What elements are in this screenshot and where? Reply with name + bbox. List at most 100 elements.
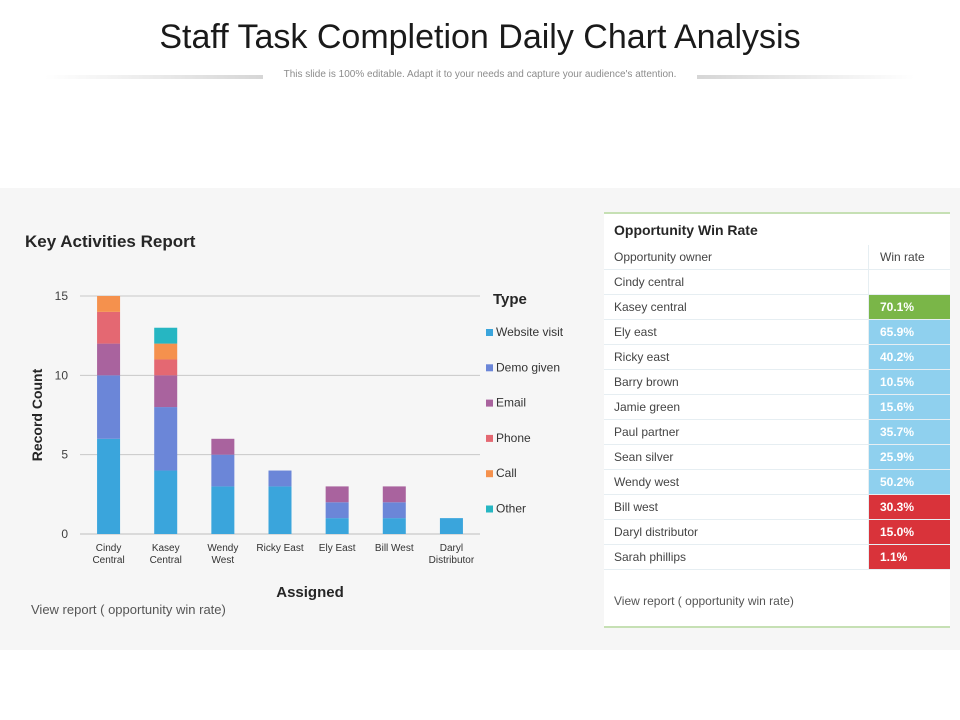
legend-label: Email — [496, 396, 526, 410]
slide-subtitle: This slide is 100% editable. Adapt it to… — [283, 69, 677, 80]
report-title: Key Activities Report — [25, 232, 196, 251]
owner-cell: Daryl distributor — [604, 519, 869, 545]
owner-cell: Wendy west — [604, 469, 869, 495]
bar-segment-email — [325, 486, 349, 503]
win-rate-cell: 15.6% — [868, 394, 950, 420]
header-owner: Opportunity owner — [604, 245, 869, 270]
table-row: Ricky east 40.2% — [604, 344, 950, 370]
bar-segment-email — [97, 343, 121, 376]
win-rate-cell: 40.2% — [868, 344, 950, 370]
bar-segment-phone — [154, 359, 178, 376]
legend-swatch — [486, 470, 493, 478]
table-row: Wendy west 50.2% — [604, 469, 950, 495]
y-tick-label: 5 — [61, 448, 68, 462]
legend-label: Phone — [496, 431, 531, 445]
bar-segment-demo-given — [325, 502, 349, 519]
win-rate-table: Opportunity owner Win rate Cindy central… — [604, 245, 950, 570]
legend-swatch — [486, 399, 493, 407]
legend-label: Website visit — [496, 325, 564, 339]
table-row: Daryl distributor 15.0% — [604, 519, 950, 545]
owner-cell: Sean silver — [604, 444, 869, 470]
bar-segment-demo-given — [154, 407, 178, 471]
bar-segment-demo-given — [211, 454, 235, 487]
x-tick-label: Cindy — [96, 543, 122, 554]
y-tick-label: 10 — [55, 368, 69, 382]
slide-title: Staff Task Completion Daily Chart Analys… — [159, 18, 801, 56]
table-row: Kasey central 70.1% — [604, 294, 950, 320]
bar-segment-website-visit — [154, 470, 178, 534]
win-rate-card: Opportunity Win Rate Opportunity owner W… — [604, 212, 950, 628]
legend-swatch — [486, 329, 493, 336]
view-report-link[interactable]: View report ( opportunity win rate) — [31, 602, 226, 617]
bar-segment-demo-given — [382, 502, 406, 519]
x-tick-label: Ely East — [319, 543, 356, 554]
x-tick-label: Ricky East — [256, 543, 303, 554]
table-row: Ely east 65.9% — [604, 319, 950, 345]
x-tick-label: Bill West — [375, 543, 414, 554]
bar-segment-website-visit — [382, 518, 406, 534]
legend-swatch — [486, 434, 493, 442]
win-rate-cell: 1.1% — [868, 544, 950, 570]
win-rate-cell: 25.9% — [868, 444, 950, 470]
bar-segment-email — [382, 486, 406, 503]
subtitle-divider-left — [45, 75, 263, 79]
win-rate-cell: 35.7% — [868, 419, 950, 445]
owner-cell: Ricky east — [604, 344, 869, 370]
bar-segment-other — [154, 327, 178, 344]
win-rate-cell: 15.0% — [868, 519, 950, 545]
win-rate-cell — [868, 269, 950, 295]
y-tick-label: 15 — [55, 289, 69, 303]
bar-segment-demo-given — [97, 375, 121, 439]
table-row: Barry brown 10.5% — [604, 369, 950, 395]
win-rate-cell: 65.9% — [868, 319, 950, 345]
x-tick-label: Central — [92, 555, 124, 566]
x-tick-label: Daryl — [440, 543, 463, 554]
x-tick-label: Kasey — [152, 543, 180, 554]
table-row: Jamie green 15.6% — [604, 394, 950, 420]
owner-cell: Bill west — [604, 494, 869, 520]
bar-segment-demo-given — [268, 470, 292, 487]
legend-label: Other — [496, 502, 526, 516]
bar-segment-call — [97, 296, 121, 312]
legend-label: Call — [496, 466, 517, 480]
x-tick-label: Wendy — [207, 543, 238, 554]
bar-segment-phone — [97, 311, 121, 344]
win-rate-cell: 70.1% — [868, 294, 950, 320]
x-tick-label: Distributor — [429, 555, 475, 566]
owner-cell: Barry brown — [604, 369, 869, 395]
bar-segment-website-visit — [211, 486, 235, 534]
subtitle-row: This slide is 100% editable. Adapt it to… — [0, 69, 960, 83]
bar-segment-website-visit — [97, 438, 121, 534]
win-rate-cell: 50.2% — [868, 469, 950, 495]
table-row: Paul partner 35.7% — [604, 419, 950, 445]
legend-title: Type — [493, 291, 527, 308]
legend-swatch — [486, 364, 493, 372]
owner-cell: Jamie green — [604, 394, 869, 420]
bar-segment-website-visit — [439, 518, 463, 534]
table-row: Sean silver 25.9% — [604, 444, 950, 470]
x-axis-title: Assigned — [276, 584, 344, 601]
bar-segment-email — [211, 438, 235, 455]
y-tick-label: 0 — [61, 527, 68, 541]
owner-cell: Sarah phillips — [604, 544, 869, 570]
bar-segment-call — [154, 343, 178, 360]
bar-segment-email — [154, 375, 178, 408]
owner-cell: Kasey central — [604, 294, 869, 320]
bar-segment-website-visit — [325, 518, 349, 534]
owner-cell: Ely east — [604, 319, 869, 345]
legend-label: Demo given — [496, 360, 560, 374]
table-row: Bill west 30.3% — [604, 494, 950, 520]
view-win-rate-link[interactable]: View report ( opportunity win rate) — [614, 594, 794, 608]
y-axis-title: Record Count — [29, 368, 45, 461]
owner-cell: Paul partner — [604, 419, 869, 445]
win-rate-title: Opportunity Win Rate — [614, 222, 758, 238]
x-tick-label: West — [212, 555, 235, 566]
x-tick-label: Central — [150, 555, 182, 566]
header-rate: Win rate — [868, 245, 950, 270]
legend-swatch — [486, 505, 493, 513]
table-row: Cindy central — [604, 269, 950, 295]
owner-cell: Cindy central — [604, 269, 869, 295]
subtitle-divider-right — [697, 75, 915, 79]
table-row: Sarah phillips 1.1% — [604, 544, 950, 570]
